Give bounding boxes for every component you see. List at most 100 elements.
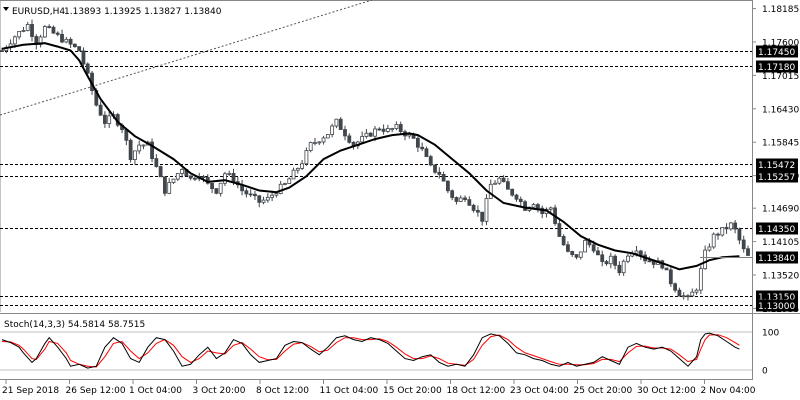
candle-body — [523, 201, 527, 211]
ohlc-values: 1.13893 1.13925 1.13827 1.13840 — [64, 7, 222, 17]
candle-body — [741, 239, 746, 250]
candle — [64, 36, 69, 44]
candle-body — [493, 182, 497, 185]
candle — [664, 267, 669, 271]
candle — [484, 194, 489, 226]
candle — [390, 127, 395, 133]
candle-body — [368, 132, 373, 137]
candle-body — [330, 125, 335, 135]
candle-body — [218, 182, 223, 194]
candle-body — [68, 38, 73, 45]
candle — [497, 176, 502, 185]
candle-body — [450, 190, 455, 198]
candle-body — [677, 289, 682, 297]
candle — [377, 127, 382, 131]
candle — [368, 132, 373, 137]
candle — [278, 180, 283, 195]
candle — [210, 182, 214, 194]
candle-body — [578, 251, 583, 258]
time-tick-label: 3 Oct 20:00 — [193, 386, 246, 396]
candle-body — [707, 246, 712, 251]
candle — [501, 175, 506, 183]
candle — [325, 134, 330, 139]
candle — [724, 223, 729, 234]
candle — [133, 150, 137, 165]
symbol-label: EURUSD,H4 — [12, 7, 65, 17]
candle-body — [613, 255, 617, 266]
candle-body — [17, 30, 22, 38]
level-tag — [756, 60, 798, 73]
candle-body — [180, 169, 184, 174]
level-tag-text: 1.17450 — [758, 48, 795, 58]
candle-body — [223, 173, 227, 184]
trendline[interactable] — [0, 0, 373, 116]
candle-body — [574, 254, 579, 258]
candle-body — [364, 132, 369, 137]
candle-body — [214, 188, 219, 194]
candle — [600, 250, 605, 267]
candle — [55, 31, 60, 37]
candle-body — [724, 226, 729, 230]
candle — [381, 124, 386, 135]
candle-body — [536, 204, 540, 209]
candle-body — [458, 197, 463, 202]
candle — [218, 182, 223, 197]
stochastic-header: Stoch(14,3,3) 54.5814 58.7515 — [4, 320, 145, 330]
candle — [415, 136, 420, 152]
candle-body — [133, 150, 137, 160]
candle-body — [441, 173, 446, 182]
current-price-text: 1.13840 — [758, 254, 795, 264]
candle — [638, 249, 643, 260]
candle-body — [433, 164, 437, 173]
candle — [265, 193, 270, 203]
candle — [668, 266, 673, 287]
candle-body — [265, 196, 270, 201]
candle — [21, 27, 26, 33]
candle-body — [437, 171, 442, 175]
candle-body — [72, 43, 77, 48]
candle-body — [398, 124, 403, 133]
candle-body — [557, 223, 562, 237]
candle-body — [664, 267, 669, 271]
candle — [17, 30, 22, 40]
candle — [617, 261, 622, 276]
candle-body — [304, 150, 309, 165]
candle-body — [64, 38, 69, 43]
level-tag — [756, 170, 798, 183]
price-tick-label: 1.17600 — [762, 38, 799, 48]
candle-body — [428, 156, 433, 166]
candle-body — [295, 167, 300, 171]
candle-body — [673, 283, 678, 291]
candle-body — [647, 260, 652, 263]
time-tick-label: 26 Sep 12:00 — [66, 386, 126, 396]
candle-body — [163, 176, 167, 194]
candle-body — [25, 24, 30, 31]
candle-body — [248, 193, 253, 196]
price-tick-label: 1.14105 — [762, 238, 799, 248]
candle-body — [377, 128, 382, 131]
candle — [741, 235, 746, 253]
candle — [300, 159, 305, 170]
osc-tick-label: 100 — [762, 329, 779, 339]
candle — [450, 189, 455, 201]
candle — [338, 117, 343, 130]
candle — [467, 196, 472, 206]
candle-body — [698, 268, 703, 291]
candle-body — [746, 248, 750, 256]
candle — [557, 219, 562, 237]
candle — [150, 138, 154, 163]
candle — [518, 196, 523, 207]
candle — [514, 193, 519, 202]
candle-body — [415, 137, 420, 148]
candle-body — [638, 250, 643, 256]
candle — [141, 144, 146, 150]
candle-body — [128, 139, 133, 160]
candle-body — [716, 233, 720, 236]
symbol-dropdown-icon[interactable] — [3, 7, 9, 11]
candle-body — [171, 178, 176, 183]
candle — [223, 171, 227, 187]
candle — [733, 220, 738, 234]
candle-body — [343, 129, 347, 137]
candle-body — [308, 142, 313, 151]
